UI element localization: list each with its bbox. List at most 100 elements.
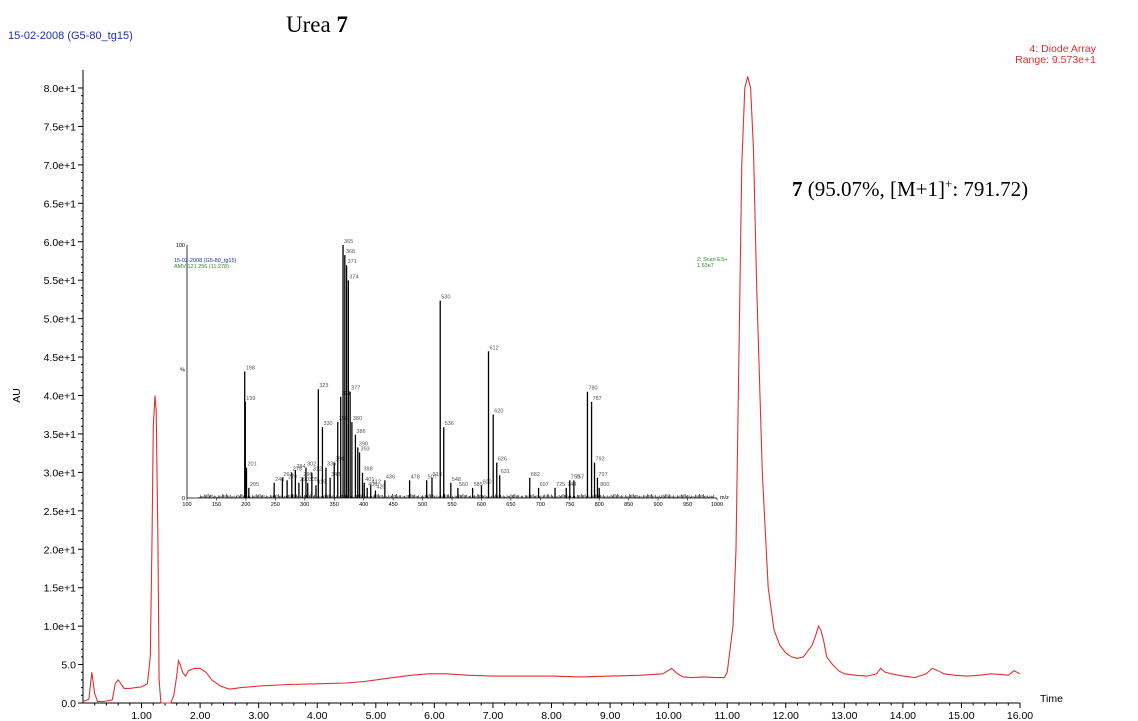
ms-peak-label: 507 [428, 474, 437, 480]
x-tick-label: 12.00 [773, 710, 799, 721]
ms-peak-label: 343 [331, 472, 340, 478]
ms-peak-label: 536 [445, 421, 454, 427]
x-tick-label: 4.00 [307, 710, 328, 721]
ms-peak-label: 201 [247, 462, 256, 468]
y-tick-label: 8.0e+1 [44, 83, 77, 95]
y-tick-label: 3.5e+1 [44, 429, 77, 441]
y-tick-label: 4.0e+1 [44, 391, 77, 403]
ms-x-tick-label: 150 [212, 502, 221, 508]
x-tick-label: 1.00 [131, 710, 152, 721]
mass-spectrum-inset: 15-02-2008 (G5-80_tg15)AMV 121 256 (11.2… [174, 239, 729, 508]
peak-annotation: 7 (95.07%, [M+1]+: 791.72) [792, 176, 1028, 202]
y-tick-label: 4.5e+1 [44, 352, 77, 364]
ms-x-axis-label: m/z [720, 495, 729, 501]
ms-peak-label: 371 [348, 259, 357, 265]
ms-peak-label: 406 [368, 482, 377, 488]
y-tick-label: 7.5e+1 [44, 121, 77, 133]
ms-peak-label: 530 [441, 295, 450, 301]
x-tick-label: 14.00 [890, 710, 916, 721]
ms-x-tick-label: 650 [506, 502, 515, 508]
ms-peak-label: 725 [556, 482, 565, 488]
ms-peak-label: 365 [344, 239, 353, 245]
ms-peak-label: 612 [490, 345, 499, 351]
title-compound-number: 7 [336, 12, 348, 37]
x-tick-label: 5.00 [366, 710, 387, 721]
ms-peak-label: 600 [482, 479, 491, 485]
ms-x-tick-label: 900 [654, 502, 663, 508]
y-tick-label: 5.0 [61, 660, 76, 672]
ms-peak-label: 336 [327, 462, 336, 468]
ms-peak-label: 323 [319, 383, 328, 389]
ms-peak-label: 278 [293, 467, 302, 473]
ms-peak-label: 380 [353, 416, 362, 422]
ms-x-tick-label: 1000 [711, 502, 723, 508]
ms-x-tick-label: 500 [418, 502, 427, 508]
annotation-sup: + [945, 176, 953, 191]
ms-peak-label: 626 [498, 457, 507, 463]
annotation-text-b: : 791.72) [952, 177, 1029, 201]
x-tick-label: 2.00 [190, 710, 211, 721]
y-axis-label: AU [11, 388, 23, 403]
ms-scan-label: AMV 121 256 (11.278) [174, 264, 229, 270]
x-axis-label: Time [1040, 693, 1063, 705]
ms-peak-label: 585 [474, 482, 483, 488]
ms-peak-label: 744 [567, 482, 576, 488]
ms-peak-label: 412 [372, 479, 381, 485]
ms-x-tick-label: 200 [241, 502, 250, 508]
ms-x-tick-label: 800 [595, 502, 604, 508]
ms-peak-label: 377 [351, 386, 360, 392]
ms-peak-label: 368 [346, 249, 355, 255]
y-tick-label: 5.0e+1 [44, 314, 77, 326]
y-tick-label: 5.5e+1 [44, 275, 77, 287]
ms-peak-label: 560 [459, 482, 468, 488]
ms-y-tick-mid: % [180, 368, 185, 374]
run-label: 15-02-2008 (G5-80_tg15) [8, 30, 133, 42]
ms-peak-label: 420 [376, 484, 385, 490]
ms-peak-label: 386 [356, 429, 365, 435]
ms-peak-label: 350 [335, 457, 344, 463]
ms-peak-label: 284 [296, 464, 305, 470]
title-prefix: Urea [286, 12, 337, 37]
ms-peak-label: 631 [501, 469, 510, 475]
ms-x-tick-label: 950 [683, 502, 692, 508]
x-tick-label: 10.00 [655, 710, 681, 721]
ms-peak-label: 305 [309, 477, 318, 483]
ms-peak-label: 697 [540, 482, 549, 488]
y-tick-label: 2.5e+1 [44, 506, 77, 518]
annotation-compound: 7 [792, 177, 803, 201]
x-tick-label: 8.00 [541, 710, 562, 721]
y-tick-label: 3.0e+1 [44, 467, 77, 479]
figure-title: Urea 7 [286, 12, 348, 38]
ms-x-tick-label: 400 [359, 502, 368, 508]
x-tick-label: 13.00 [831, 710, 857, 721]
detector-line-1: 4: Diode Array [1029, 43, 1096, 55]
ms-peak-label: 780 [588, 386, 597, 392]
x-tick-label: 6.00 [424, 710, 445, 721]
ms-run-label: 15-02-2008 (G5-80_tg15) [174, 258, 237, 264]
ms-peak-label: 199 [246, 396, 255, 402]
ms-peak-label: 312 [313, 467, 322, 473]
x-tick-label: 7.00 [483, 710, 504, 721]
ms-peak-label: 302 [307, 462, 316, 468]
ms-peak-label: 296 [303, 472, 312, 478]
ms-peak-label: 436 [386, 474, 395, 480]
ms-peak-label: 800 [600, 482, 609, 488]
ms-peak-label: 390 [359, 441, 368, 447]
annotation-text-a: (95.07%, [M+1] [802, 177, 945, 201]
ms-peak-label: 198 [246, 366, 255, 372]
y-tick-label: 7.0e+1 [44, 160, 77, 172]
ms-x-tick-label: 300 [300, 502, 309, 508]
ms-peak-label: 401 [365, 477, 374, 483]
ms-peak-label: 290 [300, 477, 309, 483]
chromatogram-trace [82, 76, 1021, 704]
y-tick-label: 6.0e+1 [44, 237, 77, 249]
x-tick-label: 9.00 [600, 710, 621, 721]
y-tick-label: 2.0e+1 [44, 544, 77, 556]
x-tick-label: 11.00 [714, 710, 740, 721]
ms-peak-label: 792 [596, 457, 605, 463]
ms-x-tick-label: 550 [447, 502, 456, 508]
ms-peak-label: 548 [452, 477, 461, 483]
ms-x-tick-label: 250 [271, 502, 280, 508]
x-tick-label: 15.00 [948, 710, 974, 721]
y-tick-label: 0.0 [61, 698, 76, 710]
